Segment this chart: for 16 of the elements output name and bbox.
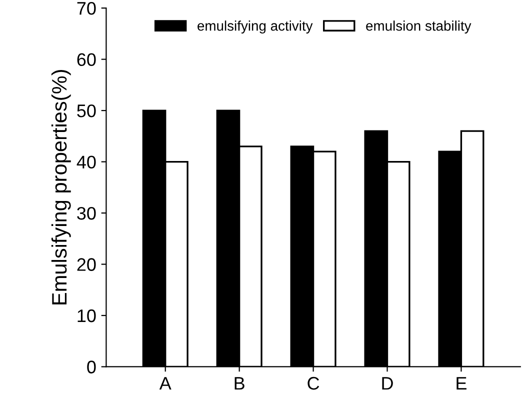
x-tick-label: D: [382, 377, 393, 390]
y-tick-label: 50: [77, 104, 96, 118]
y-tick-label: 20: [77, 258, 96, 271]
legend-label: emulsifying activity: [198, 20, 313, 34]
y-axis-title: Emulsifying properties(%): [51, 70, 71, 304]
y-tick-label: 0: [87, 360, 96, 374]
x-tick-label: B: [234, 377, 244, 390]
y-tick-label: 40: [76, 156, 96, 168]
legend-label: emulsion stability: [366, 20, 472, 34]
y-tick-label: 30: [77, 206, 96, 220]
x-tick-label: A: [159, 377, 172, 390]
y-tick-label: 60: [77, 53, 96, 66]
x-tick-label: C: [308, 376, 320, 390]
y-tick-label: 10: [78, 309, 96, 322]
x-tick-label: E: [456, 377, 466, 390]
y-tick-label: 70: [77, 2, 96, 15]
